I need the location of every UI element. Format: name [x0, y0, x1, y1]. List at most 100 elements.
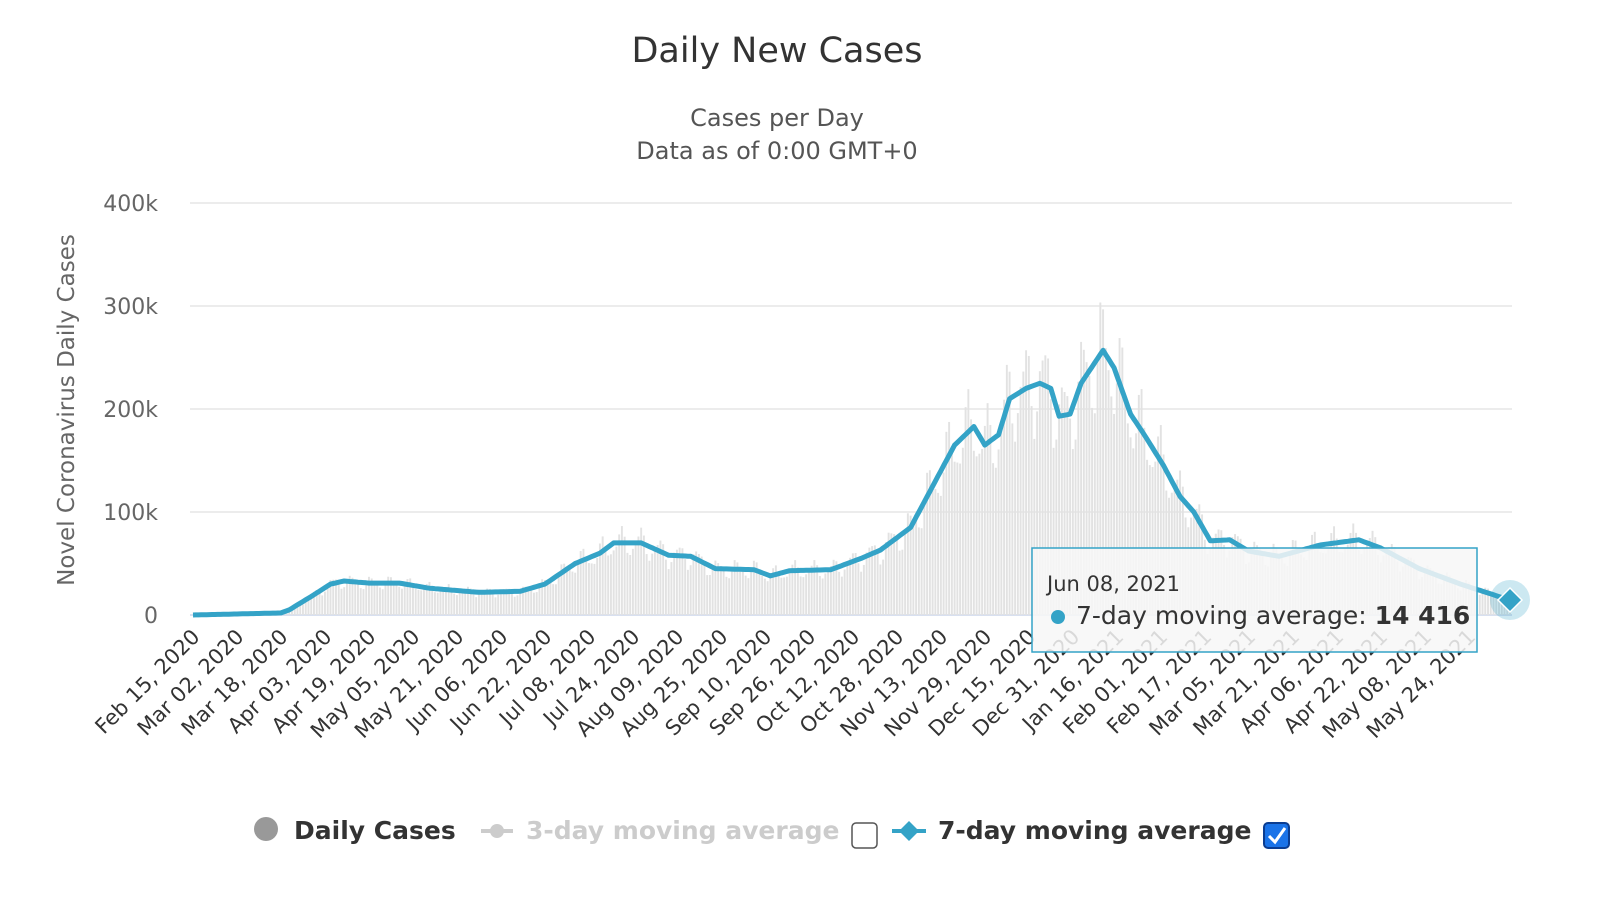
daily-case-bar[interactable]	[731, 569, 733, 615]
daily-case-bar[interactable]	[701, 557, 703, 615]
daily-case-bar[interactable]	[516, 595, 518, 615]
daily-case-bar[interactable]	[423, 589, 425, 615]
daily-case-bar[interactable]	[459, 593, 461, 615]
daily-case-bar[interactable]	[624, 537, 626, 615]
daily-case-bar[interactable]	[778, 572, 780, 615]
daily-case-bar[interactable]	[514, 597, 516, 615]
daily-case-bar[interactable]	[937, 493, 939, 615]
daily-case-bar[interactable]	[800, 576, 802, 615]
daily-case-bar[interactable]	[841, 577, 843, 615]
daily-case-bar[interactable]	[302, 605, 304, 615]
daily-case-bar[interactable]	[626, 553, 628, 615]
daily-case-bar[interactable]	[654, 548, 656, 615]
daily-case-bar[interactable]	[566, 568, 568, 615]
daily-case-bar[interactable]	[593, 564, 595, 615]
daily-case-bar[interactable]	[967, 389, 969, 615]
daily-case-bar[interactable]	[932, 484, 934, 615]
daily-case-bar[interactable]	[434, 592, 436, 615]
daily-case-bar[interactable]	[819, 576, 821, 615]
daily-case-bar[interactable]	[453, 594, 455, 615]
daily-case-bar[interactable]	[703, 564, 705, 615]
daily-case-bar[interactable]	[769, 578, 771, 615]
daily-case-bar[interactable]	[379, 588, 381, 615]
daily-case-bar[interactable]	[646, 554, 648, 615]
daily-case-bar[interactable]	[1000, 429, 1002, 615]
legend-label-daily-cases[interactable]: Daily Cases	[294, 816, 456, 845]
daily-case-bar[interactable]	[363, 589, 365, 615]
daily-case-bar[interactable]	[632, 549, 634, 615]
daily-case-bar[interactable]	[874, 545, 876, 615]
daily-case-bar[interactable]	[866, 553, 868, 615]
daily-case-bar[interactable]	[461, 591, 463, 615]
legend-label-7day[interactable]: 7-day moving average	[938, 816, 1251, 845]
daily-case-bar[interactable]	[417, 590, 419, 615]
checkbox-box[interactable]	[1264, 823, 1289, 848]
daily-case-bar[interactable]	[915, 520, 917, 615]
daily-case-bar[interactable]	[395, 585, 397, 615]
daily-case-bar[interactable]	[863, 565, 865, 615]
daily-case-bar[interactable]	[758, 571, 760, 615]
daily-case-bar[interactable]	[629, 555, 631, 615]
daily-case-bar[interactable]	[1003, 400, 1005, 615]
daily-case-bar[interactable]	[549, 581, 551, 615]
daily-case-bar[interactable]	[621, 526, 623, 615]
daily-case-bar[interactable]	[720, 566, 722, 615]
daily-case-bar[interactable]	[912, 519, 914, 615]
daily-case-bar[interactable]	[618, 534, 620, 615]
daily-case-bar[interactable]	[668, 569, 670, 615]
daily-case-bar[interactable]	[1022, 372, 1024, 615]
daily-case-bar[interactable]	[692, 554, 694, 615]
daily-case-bar[interactable]	[536, 592, 538, 615]
daily-case-bar[interactable]	[728, 578, 730, 615]
daily-case-bar[interactable]	[404, 586, 406, 615]
daily-case-bar[interactable]	[747, 578, 749, 615]
daily-case-bar[interactable]	[346, 580, 348, 615]
daily-case-bar[interactable]	[973, 451, 975, 615]
daily-case-bar[interactable]	[338, 583, 340, 615]
daily-case-bar[interactable]	[472, 594, 474, 615]
daily-case-bar[interactable]	[846, 562, 848, 615]
daily-case-bar[interactable]	[376, 584, 378, 615]
daily-case-bar[interactable]	[412, 585, 414, 615]
legend-item-7day-average[interactable]: 7-day moving average	[892, 816, 1251, 845]
daily-case-bar[interactable]	[921, 528, 923, 615]
daily-case-bar[interactable]	[1011, 423, 1013, 615]
daily-case-bar[interactable]	[783, 577, 785, 615]
daily-case-bar[interactable]	[321, 595, 323, 615]
daily-case-bar[interactable]	[882, 560, 884, 615]
daily-case-bar[interactable]	[830, 566, 832, 615]
daily-case-bar[interactable]	[431, 587, 433, 615]
daily-case-bar[interactable]	[901, 550, 903, 615]
daily-case-bar[interactable]	[635, 545, 637, 615]
daily-case-bar[interactable]	[811, 566, 813, 615]
daily-case-bar[interactable]	[401, 589, 403, 615]
daily-case-bar[interactable]	[492, 594, 494, 615]
daily-case-bar[interactable]	[934, 489, 936, 615]
daily-case-bar[interactable]	[838, 572, 840, 615]
daily-case-bar[interactable]	[382, 589, 384, 615]
daily-case-bar[interactable]	[569, 570, 571, 615]
daily-case-bar[interactable]	[802, 577, 804, 615]
daily-case-bar[interactable]	[745, 576, 747, 615]
daily-case-bar[interactable]	[767, 581, 769, 615]
daily-case-bar[interactable]	[497, 595, 499, 615]
daily-case-bar[interactable]	[797, 567, 799, 615]
daily-case-bar[interactable]	[475, 597, 477, 615]
daily-case-bar[interactable]	[393, 582, 395, 615]
daily-case-bar[interactable]	[343, 587, 345, 615]
daily-case-bar[interactable]	[439, 592, 441, 615]
daily-case-bar[interactable]	[591, 563, 593, 615]
daily-case-bar[interactable]	[706, 575, 708, 615]
daily-case-bar[interactable]	[904, 529, 906, 615]
daily-case-bar[interactable]	[954, 462, 956, 615]
daily-case-bar[interactable]	[970, 419, 972, 615]
daily-case-bar[interactable]	[750, 571, 752, 615]
daily-case-bar[interactable]	[995, 468, 997, 615]
daily-case-bar[interactable]	[709, 575, 711, 615]
daily-case-bar[interactable]	[530, 589, 532, 615]
daily-case-bar[interactable]	[341, 589, 343, 615]
daily-case-bar[interactable]	[481, 592, 483, 615]
daily-case-bar[interactable]	[857, 563, 859, 615]
daily-case-bar[interactable]	[896, 539, 898, 615]
daily-case-bar[interactable]	[885, 542, 887, 615]
